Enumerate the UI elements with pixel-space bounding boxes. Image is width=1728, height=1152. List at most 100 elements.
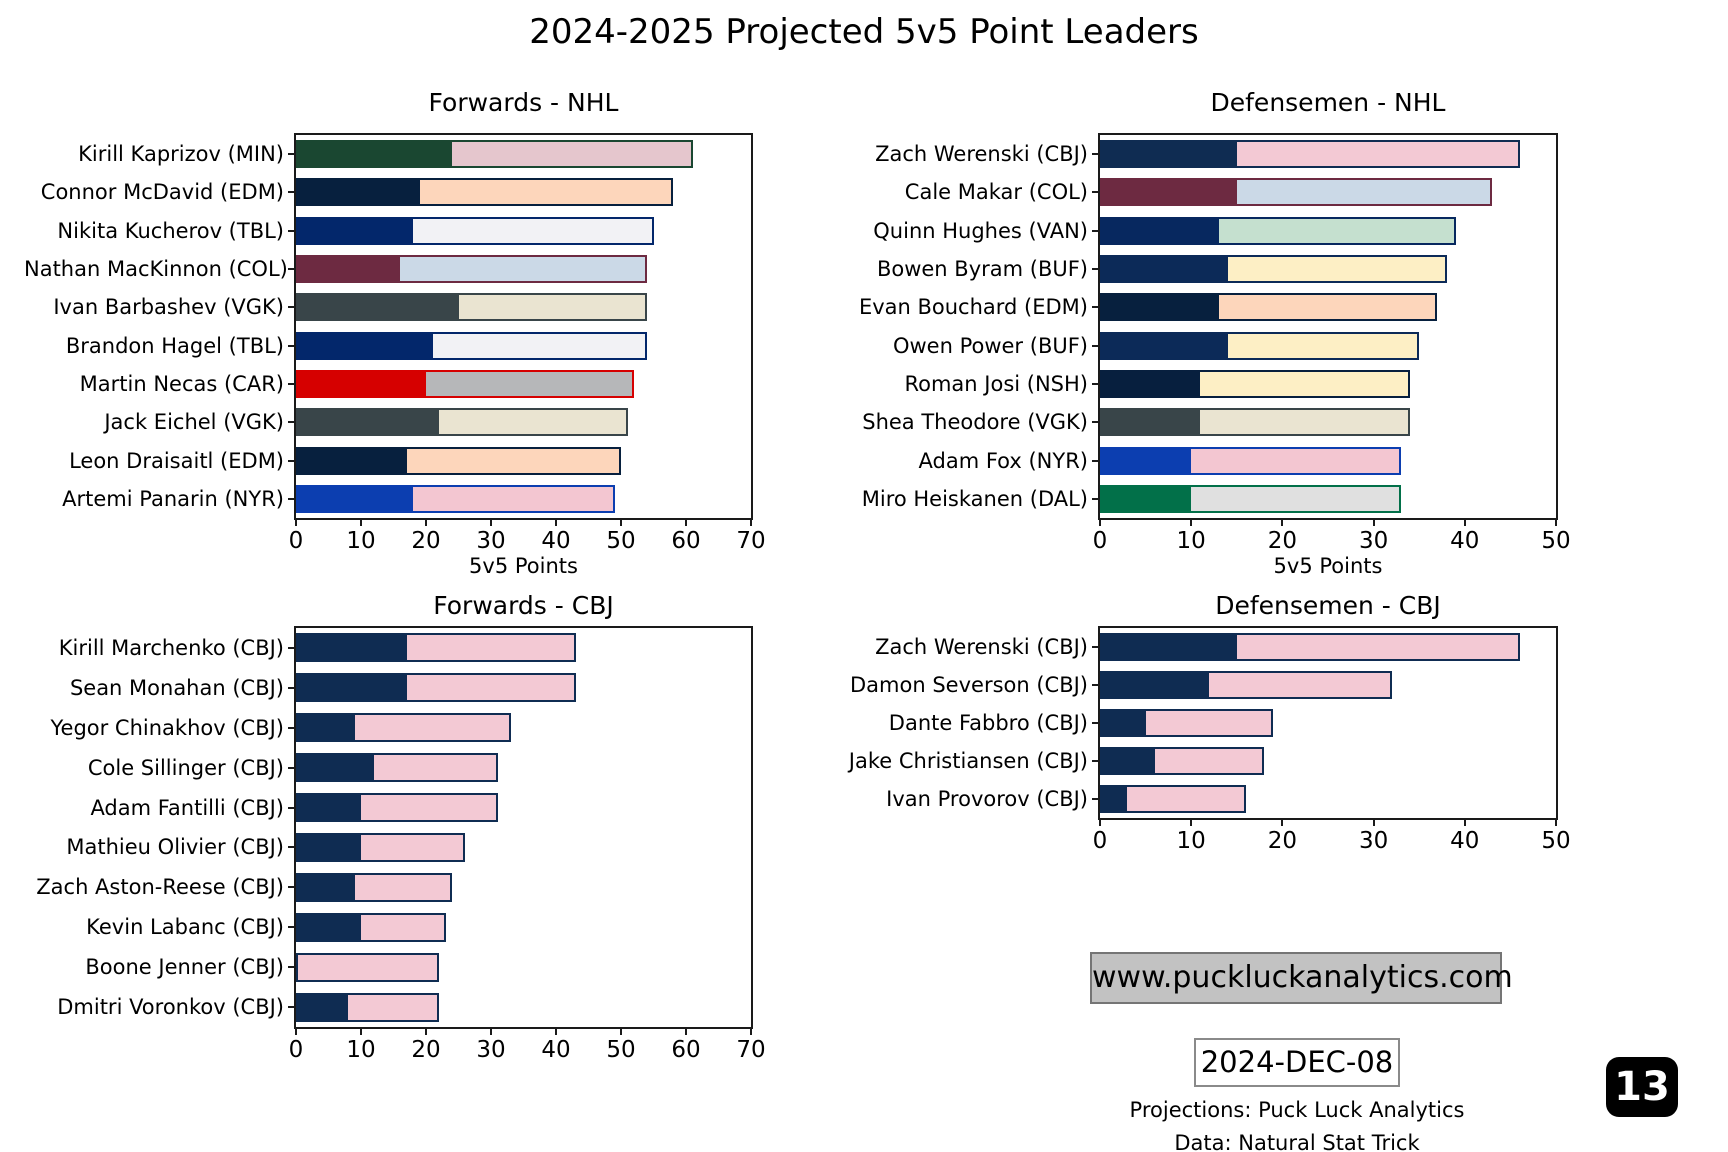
y-tick-mark	[288, 886, 294, 889]
dark-segment	[298, 333, 433, 358]
stacked-bar	[296, 255, 647, 284]
stacked-bar	[1100, 446, 1401, 475]
stacked-bar	[296, 912, 446, 942]
x-tick-mark	[1099, 820, 1101, 826]
player-label: Adam Fantilli (CBJ)	[90, 795, 284, 820]
dark-segment	[298, 635, 407, 661]
y-tick-mark	[288, 926, 294, 929]
stacked-bar	[296, 369, 634, 398]
x-axis-label-forwards-nhl: 5v5 Points	[469, 554, 578, 578]
x-tick-label: 40	[541, 528, 571, 554]
plot-defensemen-cbj: Zach Werenski (CBJ) Damon Severson (CBJ) D…	[849, 626, 1571, 854]
panel-title-defensemen-nhl: Defensemen - NHL	[1210, 88, 1446, 117]
dark-segment	[1102, 673, 1210, 697]
y-tick-mark	[288, 421, 294, 424]
x-tick-mark	[425, 520, 427, 526]
credits: Projections: Puck Luck Analytics Data: N…	[1080, 1094, 1514, 1152]
dark-segment	[298, 675, 407, 701]
x-tick-label: 0	[288, 1037, 304, 1063]
dark-segment	[298, 715, 355, 741]
player-label: Mathieu Olivier (CBJ)	[66, 835, 284, 860]
dark-segment	[1102, 257, 1228, 282]
y-tick-mark	[1092, 798, 1098, 800]
y-tick-mark	[1092, 684, 1098, 686]
player-label: Quinn Hughes (VAN)	[873, 218, 1088, 243]
player-label: Ivan Provorov (CBJ)	[886, 787, 1088, 811]
y-tick-mark	[1092, 459, 1098, 462]
dark-segment	[1102, 218, 1219, 243]
y-tick-mark	[288, 306, 294, 309]
x-axis-label-defensemen-nhl: 5v5 Points	[1273, 554, 1383, 578]
x-tick-label: 20	[411, 528, 441, 554]
stacked-bar	[296, 872, 452, 902]
stacked-bar	[1100, 484, 1401, 513]
x-tick-mark	[685, 1029, 687, 1035]
y-tick-mark	[288, 459, 294, 462]
player-label: Kirill Kaprizov (MIN)	[78, 142, 284, 167]
y-tick-mark	[1092, 646, 1098, 648]
y-tick-mark	[1092, 153, 1098, 156]
x-tick-mark	[685, 520, 687, 526]
y-tick-mark	[288, 806, 294, 809]
credit-data-source: Data: Natural Stat Trick	[1174, 1130, 1420, 1152]
x-tick-mark	[490, 520, 492, 526]
player-label: Roman Josi (NSH)	[904, 371, 1088, 396]
stacked-bar	[296, 408, 628, 437]
x-tick-label: 50	[1541, 828, 1571, 854]
player-label: Zach Werenski (CBJ)	[875, 635, 1088, 659]
stacked-bar	[1100, 785, 1246, 813]
x-tick-mark	[490, 1029, 492, 1035]
y-tick-mark	[288, 686, 294, 689]
x-tick-label: 20	[411, 1037, 441, 1063]
dark-segment	[298, 371, 426, 396]
x-tick-mark	[360, 1029, 362, 1035]
x-tick-label: 40	[541, 1037, 571, 1063]
player-label: Evan Bouchard (EDM)	[858, 295, 1088, 320]
x-tick-label: 60	[671, 528, 701, 554]
y-tick-mark	[288, 846, 294, 849]
page-number-badge: 13	[1606, 1057, 1678, 1117]
x-tick-mark	[620, 1029, 622, 1035]
dark-segment	[1102, 448, 1192, 473]
x-tick-label: 0	[1092, 528, 1108, 554]
dark-segment	[298, 448, 407, 473]
y-tick-mark	[288, 229, 294, 232]
stacked-bar	[1100, 747, 1265, 775]
x-tick-label: 10	[1176, 528, 1206, 554]
x-tick-mark	[555, 520, 557, 526]
stacked-bar	[1100, 671, 1392, 699]
panel-title-forwards-nhl: Forwards - NHL	[428, 88, 619, 117]
stacked-bar	[1100, 140, 1520, 169]
dark-segment	[1102, 635, 1237, 659]
player-label: Sean Monahan (CBJ)	[69, 675, 284, 700]
stacked-bar	[296, 793, 498, 823]
dark-segment	[298, 914, 361, 940]
x-tick-mark	[1190, 520, 1193, 526]
x-tick-mark	[750, 520, 752, 526]
x-tick-mark	[620, 520, 622, 526]
player-label: Yegor Chinakhov (CBJ)	[50, 715, 284, 740]
player-label: Kirill Marchenko (CBJ)	[58, 635, 284, 660]
dark-segment	[1102, 410, 1201, 435]
player-label: Miro Heiskanen (DAL)	[861, 486, 1088, 511]
dark-segment	[298, 180, 420, 205]
y-tick-mark	[288, 344, 294, 347]
plot-forwards-cbj: Kirill Marchenko (CBJ) Sean Monahan (CBJ)…	[36, 626, 766, 1063]
dark-segment	[1102, 371, 1201, 396]
dark-segment	[298, 755, 374, 781]
y-tick-mark	[1092, 760, 1098, 762]
player-label: Damon Severson (CBJ)	[850, 673, 1088, 697]
stacked-bar	[1100, 255, 1447, 284]
x-tick-mark	[1555, 520, 1557, 526]
x-tick-mark	[1190, 820, 1193, 826]
x-tick-mark	[750, 1029, 752, 1035]
x-tick-label: 30	[476, 1037, 506, 1063]
panel-title-forwards-cbj: Forwards - CBJ	[433, 591, 614, 620]
stacked-bar	[296, 178, 673, 207]
y-tick-mark	[1092, 306, 1098, 309]
dark-segment	[1102, 486, 1192, 511]
stacked-bar	[1100, 408, 1411, 437]
x-tick-label: 30	[1358, 528, 1389, 554]
x-tick-label: 20	[1267, 528, 1298, 554]
